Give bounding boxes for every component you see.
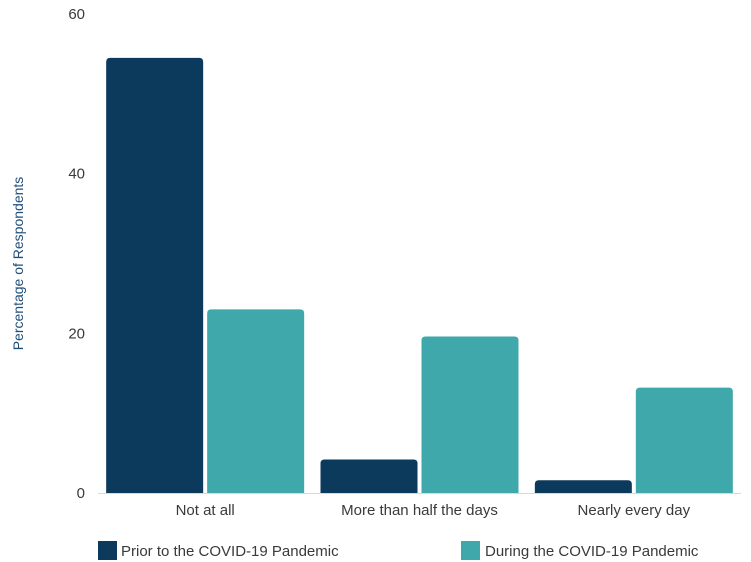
y-tick-label: 20	[68, 325, 85, 342]
legend-label: Prior to the COVID-19 Pandemic	[121, 543, 339, 560]
bar-during-not-at-all	[207, 309, 305, 493]
x-category-label: Not at all	[176, 502, 235, 519]
y-tick-label: 60	[68, 6, 85, 23]
x-category-label: More than half the days	[341, 502, 498, 519]
bar-prior-not-at-all	[106, 57, 204, 494]
legend-label: During the COVID-19 Pandemic	[485, 543, 699, 560]
legend-swatch	[98, 541, 117, 560]
legend: Prior to the COVID-19 Pandemic During the…	[98, 541, 699, 560]
bar-during-more-than-half-the-days	[421, 336, 519, 493]
y-axis-label: Percentage of Respondents	[10, 177, 26, 351]
bar-prior-more-than-half-the-days	[320, 459, 418, 493]
y-tick-label: 40	[68, 166, 85, 183]
bars	[106, 57, 733, 494]
bar-during-nearly-every-day	[635, 387, 733, 493]
y-tick-label: 0	[77, 485, 85, 502]
x-category-label: Nearly every day	[578, 502, 691, 519]
bar-prior-nearly-every-day	[534, 480, 632, 493]
y-axis-label-group: Percentage of Respondents	[10, 177, 26, 351]
y-axis-ticks: 0 20 40 60	[68, 6, 85, 502]
x-axis-category-labels: Not at all More than half the days Nearly …	[176, 502, 691, 519]
legend-swatch	[461, 541, 480, 560]
